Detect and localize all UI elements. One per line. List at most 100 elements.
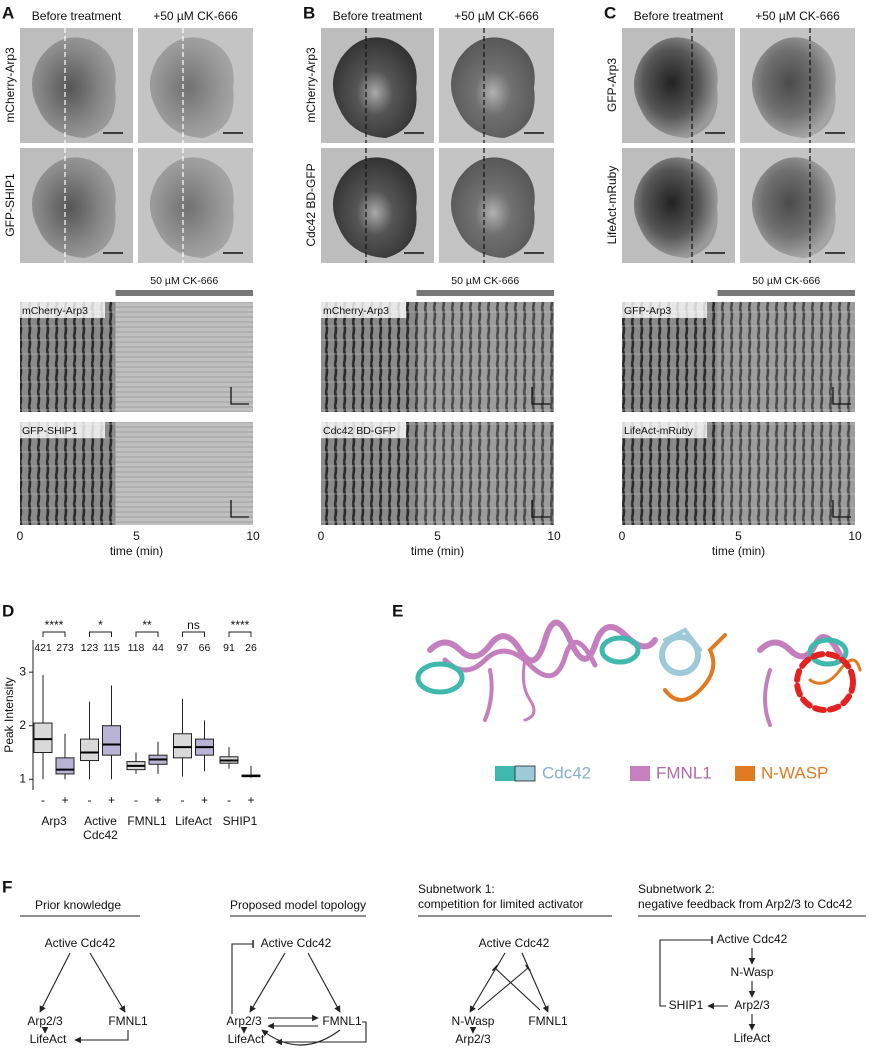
n-label: 66 bbox=[199, 642, 211, 654]
scale-bar bbox=[832, 387, 851, 405]
node: LifeAct bbox=[30, 1032, 67, 1046]
kymograph bbox=[115, 302, 253, 412]
significance-bracket bbox=[182, 631, 205, 637]
panel-b: B Before treatment +50 µM CK-666 mCherry-Ar… bbox=[303, 3, 561, 558]
panel-a: A Before treatment +50 µM CK-666 mCherry-Ar… bbox=[2, 3, 260, 558]
label-bg bbox=[20, 302, 105, 318]
time-tick-label: 10 bbox=[246, 529, 260, 543]
label-bg bbox=[622, 422, 707, 438]
treatment-bar bbox=[115, 290, 253, 296]
significance-bracket bbox=[42, 631, 66, 637]
condition-label: - bbox=[181, 793, 185, 807]
kymograph bbox=[115, 422, 253, 525]
node: Active Cdc42 bbox=[261, 936, 332, 950]
treatment-bar bbox=[717, 290, 855, 296]
n-label: 118 bbox=[128, 642, 145, 654]
time-tick-label: 0 bbox=[17, 529, 24, 543]
significance: * bbox=[98, 618, 103, 632]
time-tick-label: 5 bbox=[133, 529, 140, 543]
kymograph-label: GFP-SHIP1 bbox=[22, 425, 78, 437]
legend-swatch bbox=[495, 766, 515, 781]
row-label: GFP-SHIP1 bbox=[3, 173, 17, 237]
panel-letter: F bbox=[2, 877, 12, 896]
kymograph-label: mCherry-Arp3 bbox=[323, 305, 389, 317]
edge bbox=[261, 1029, 341, 1046]
panel-letter: C bbox=[604, 3, 616, 22]
cell bbox=[633, 157, 718, 258]
panel-c: C Before treatment +50 µM CK-666 GFP-Arp3 Li… bbox=[604, 3, 862, 558]
row-label: mCherry-Arp3 bbox=[304, 47, 318, 123]
box bbox=[173, 733, 192, 759]
treatment-label: 50 µM CK-666 bbox=[150, 275, 218, 287]
column-label: +50 µM CK-666 bbox=[153, 9, 238, 23]
y-tick-label: 2 bbox=[19, 718, 26, 732]
network-title: Subnetwork 1: bbox=[418, 882, 495, 896]
node: Active Cdc42 bbox=[717, 932, 788, 946]
condition-label: - bbox=[227, 793, 231, 807]
node: FMNL1 bbox=[322, 1014, 362, 1028]
time-tick-label: 5 bbox=[735, 529, 742, 543]
kymograph-label: Cdc42 BD-GFP bbox=[323, 425, 396, 437]
node: Arp2/3 bbox=[455, 1032, 491, 1046]
kymograph bbox=[321, 302, 417, 412]
legend-swatch bbox=[514, 765, 536, 782]
condition-label: - bbox=[88, 793, 92, 807]
cell bbox=[31, 37, 116, 138]
group-label: FMNL1 bbox=[127, 814, 167, 828]
scale-bar bbox=[531, 387, 550, 405]
node: Arp2/3 bbox=[226, 1014, 262, 1028]
edge bbox=[659, 936, 713, 1007]
significance: ns bbox=[187, 618, 200, 632]
box bbox=[80, 738, 99, 762]
edge bbox=[231, 940, 254, 1014]
kymograph bbox=[622, 302, 718, 412]
network-title: Prior knowledge bbox=[35, 898, 121, 912]
kymograph bbox=[622, 422, 718, 525]
n-label: 26 bbox=[245, 642, 257, 654]
kymograph bbox=[321, 422, 417, 525]
time-tick-label: 5 bbox=[434, 529, 441, 543]
node: LifeAct bbox=[228, 1032, 265, 1046]
node: Active Cdc42 bbox=[45, 936, 116, 950]
cell bbox=[450, 37, 535, 138]
condition-label: - bbox=[41, 793, 45, 807]
box bbox=[102, 725, 121, 756]
y-tick-label: 1 bbox=[19, 771, 26, 785]
cell bbox=[149, 157, 234, 258]
axis-label: time (min) bbox=[110, 544, 163, 558]
n-label: 421 bbox=[34, 642, 52, 654]
treatment-label: 50 µM CK-666 bbox=[752, 275, 820, 287]
significance: **** bbox=[231, 618, 250, 632]
edge bbox=[521, 952, 549, 1013]
kymograph-label: mCherry-Arp3 bbox=[22, 305, 88, 317]
panel-e: E Cdc42 FMNL1 N-WASP bbox=[392, 601, 862, 782]
column-label: +50 µM CK-666 bbox=[755, 9, 840, 23]
n-label: 273 bbox=[56, 642, 74, 654]
panel-letter: D bbox=[2, 601, 14, 620]
group-label: LifeAct bbox=[175, 814, 212, 828]
legend-swatch bbox=[735, 766, 755, 781]
node: Arp2/3 bbox=[27, 1014, 63, 1028]
column-label: Before treatment bbox=[32, 9, 122, 23]
node: Arp2/3 bbox=[734, 998, 770, 1012]
network-title: Subnetwork 2: bbox=[638, 882, 715, 896]
kymograph-label: GFP-Arp3 bbox=[624, 305, 671, 317]
group-label: Cdc42 bbox=[83, 828, 118, 842]
significance: ** bbox=[142, 618, 152, 632]
node: LifeAct bbox=[734, 1031, 771, 1045]
n-label: 115 bbox=[103, 642, 120, 654]
label-bg bbox=[622, 302, 707, 318]
condition-label: + bbox=[247, 793, 254, 807]
time-tick-label: 10 bbox=[547, 529, 561, 543]
group-label: Arp3 bbox=[41, 814, 67, 828]
node: N-Wasp bbox=[452, 1014, 495, 1028]
significance-bracket bbox=[228, 631, 252, 637]
edge bbox=[74, 1030, 129, 1044]
scale-bar bbox=[230, 500, 249, 518]
condition-label: + bbox=[61, 793, 68, 807]
significance: **** bbox=[45, 618, 64, 632]
edge bbox=[477, 964, 532, 1011]
cell bbox=[149, 37, 234, 138]
scale-bar bbox=[531, 500, 550, 518]
cell bbox=[450, 157, 535, 258]
